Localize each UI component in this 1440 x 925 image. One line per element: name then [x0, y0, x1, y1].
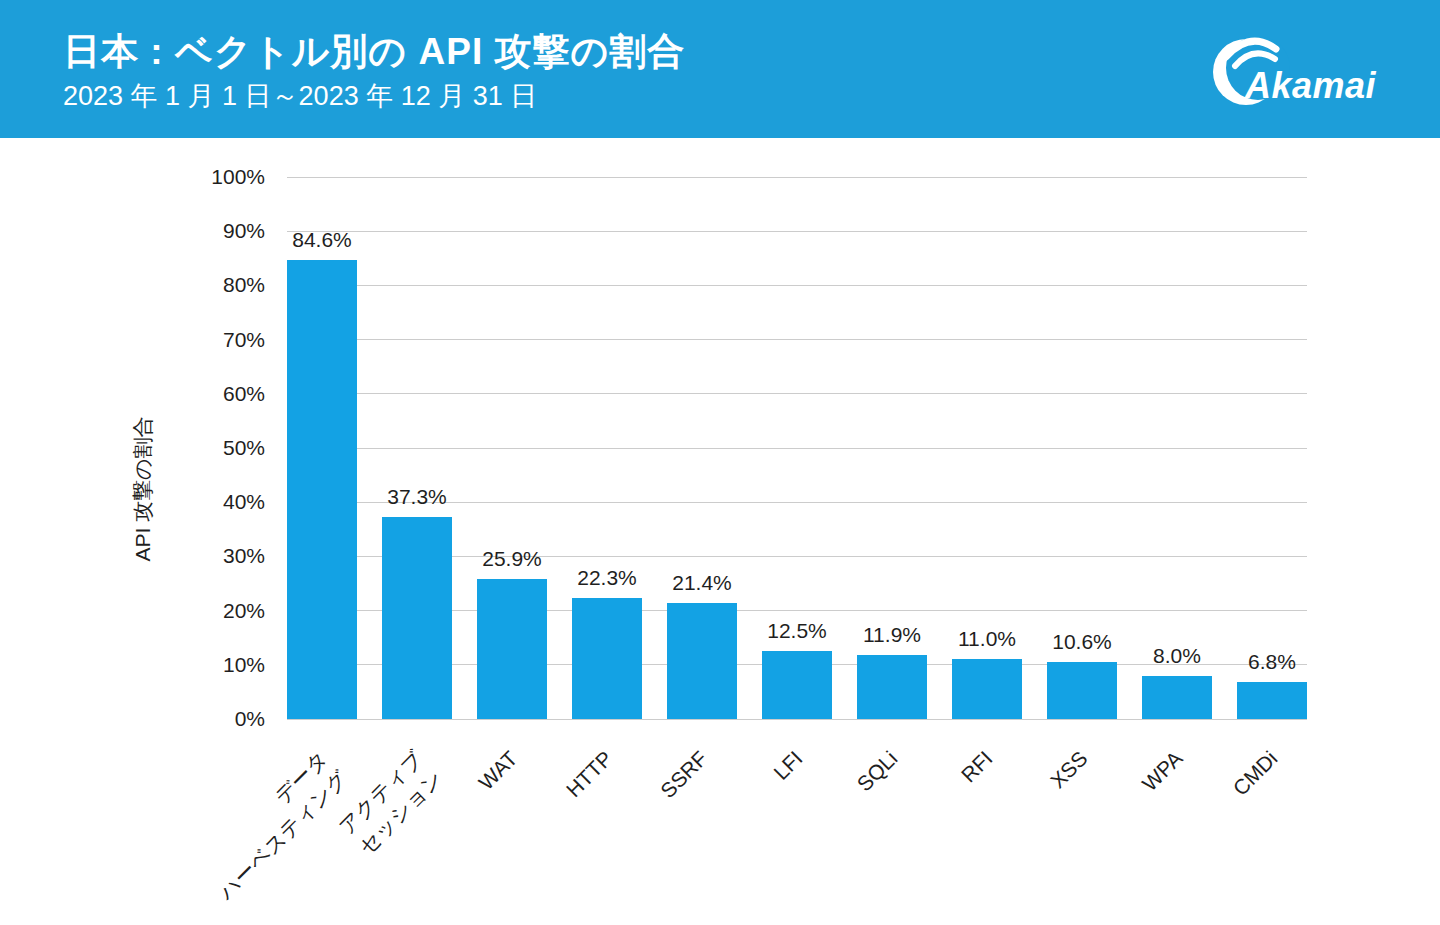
- y-axis-title: API 攻撃の割合: [129, 339, 157, 639]
- bar: [1142, 676, 1212, 719]
- bar-value-label: 84.6%: [262, 227, 382, 253]
- bar-value-label: 37.3%: [357, 484, 477, 510]
- chart-title: 日本 : ベクトル別の API 攻撃の割合: [63, 27, 685, 77]
- y-tick-label: 90%: [165, 218, 265, 244]
- y-tick-label: 20%: [165, 598, 265, 624]
- bar: [477, 579, 547, 719]
- bar: [287, 260, 357, 719]
- gridline: [287, 448, 1307, 449]
- bar: [1237, 682, 1307, 719]
- gridline: [287, 393, 1307, 394]
- bar: [667, 603, 737, 719]
- y-tick-label: 60%: [165, 381, 265, 407]
- y-tick-label: 30%: [165, 543, 265, 569]
- bar: [1047, 662, 1117, 719]
- y-tick-label: 50%: [165, 435, 265, 461]
- y-tick-label: 80%: [165, 272, 265, 298]
- header-band: 日本 : ベクトル別の API 攻撃の割合 2023 年 1 月 1 日～202…: [0, 0, 1440, 138]
- y-tick-label: 10%: [165, 652, 265, 678]
- bar: [952, 659, 1022, 719]
- bar: [382, 517, 452, 719]
- y-tick-label: 100%: [165, 164, 265, 190]
- y-tick-label: 40%: [165, 489, 265, 515]
- bar: [762, 651, 832, 719]
- akamai-logo: Akamai: [1196, 18, 1411, 122]
- akamai-logo-text: Akamai: [1244, 65, 1377, 106]
- gridline: [287, 231, 1307, 232]
- bar-value-label: 21.4%: [642, 570, 762, 596]
- y-tick-label: 70%: [165, 327, 265, 353]
- date-range-subtitle: 2023 年 1 月 1 日～2023 年 12 月 31 日: [63, 78, 537, 114]
- y-tick-label: 0%: [165, 706, 265, 732]
- gridline: [287, 177, 1307, 178]
- gridline: [287, 339, 1307, 340]
- bar: [857, 655, 927, 719]
- bar-chart: API 攻撃の割合 0% 10% 20% 30% 40% 50% 60% 70% 80% 90% 1…: [0, 138, 1440, 925]
- bar: [572, 598, 642, 719]
- gridline: [287, 285, 1307, 286]
- bar-value-label: 6.8%: [1212, 649, 1332, 675]
